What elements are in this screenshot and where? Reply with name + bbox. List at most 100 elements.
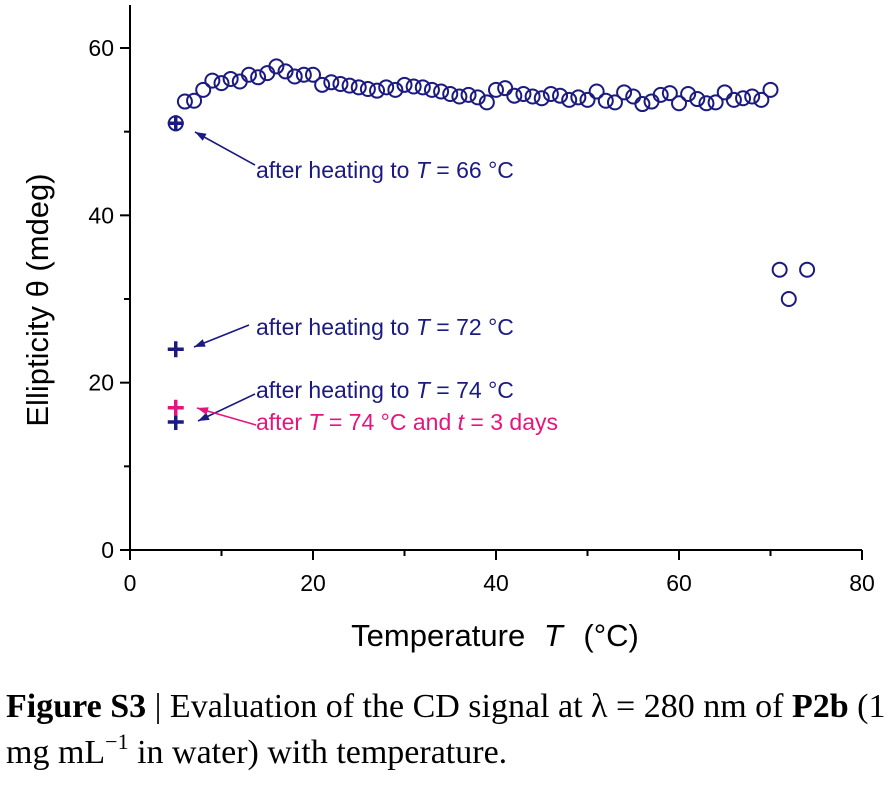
data-point [387,81,404,98]
plus-marker [167,115,184,132]
x-axis-label: Temperature T (°C) [351,618,639,653]
data-point [195,81,212,98]
annotation-arrowhead [194,339,206,347]
annotation-prefix: after [256,409,308,435]
data-point [652,86,669,103]
tick-labels: 0 20 40 60 80 0 20 40 60 [88,35,874,596]
data-point [268,58,285,75]
annotation-symbol: T [416,157,432,183]
data-point [588,83,605,100]
data-point [552,87,569,104]
data-point [771,261,788,278]
data-point [176,93,193,110]
data-point [616,84,633,101]
caption-text-3: in water) with temperature. [128,734,508,771]
annotation-label: after heating to T = 66 °C [256,157,514,183]
data-point [451,88,468,105]
data-point [698,95,715,112]
data-point [625,88,642,105]
data-point [323,74,340,91]
data-point [442,86,459,103]
data-point [213,75,230,92]
data-point [680,86,697,103]
plus-marker [167,341,184,358]
data-point [423,81,440,98]
data-point [533,90,550,107]
x-tick-label: 60 [666,570,692,596]
annotation-symbol: T [416,314,432,340]
data-point [314,76,331,93]
data-point [689,91,706,108]
data-point [341,77,358,94]
y-tick-label: 60 [88,35,114,61]
data-point [295,66,312,83]
data-point [707,94,724,111]
annotation-prefix: after heating to [256,377,416,403]
annotation-label: after heating to T = 74 °C [256,377,514,403]
data-point [634,96,651,113]
data-point [735,90,752,107]
data-point [542,86,559,103]
data-point [204,72,221,89]
data-point [469,89,486,106]
data-point [606,94,623,111]
axes [120,5,863,560]
data-point [488,81,504,98]
annotation-arrowhead [195,132,207,141]
x-axis-label-symbol: T [544,618,565,653]
data-point [350,79,367,96]
annotation-prefix: after heating to [256,157,416,183]
data-point [222,70,239,87]
annotation-arrowhead [198,412,210,421]
data-point [780,291,797,307]
annotation-arrow-line [194,131,256,166]
annotation-symbol: T [308,409,324,435]
y-axis-label: Ellipticity θ (mdeg) [20,173,55,426]
data-marks [167,58,816,430]
y-tick-label: 40 [88,202,114,228]
data-point [332,75,349,92]
data-point [716,84,733,101]
x-axis-label-text: Temperature [351,618,525,653]
data-point [359,80,376,97]
annotation-suffix: = 72 °C [430,314,514,340]
data-point [561,91,578,108]
data-point [497,80,514,97]
data-point [744,88,761,105]
annotation-suffix2: = 3 days [464,409,558,435]
y-tick-label: 0 [101,537,114,563]
data-point [277,63,294,80]
annotation-suffix: = 66 °C [430,157,514,183]
annotation-suffix: = 74 °C and [322,409,457,435]
x-tick-label: 0 [124,570,137,596]
plus-marker [167,413,184,430]
cd-chart: 0 20 40 60 80 0 20 40 60 after heating to T = 66… [20,5,875,653]
caption-compound: P2b [791,688,849,725]
data-point [250,69,267,86]
x-tick-label: 80 [849,570,875,596]
annotation-symbol2: t [458,409,466,435]
annotation-prefix: after heating to [256,314,416,340]
data-point [579,91,596,108]
annotation-arrowhead [197,407,209,415]
data-point [671,95,687,112]
data-point [597,92,614,109]
data-point [378,79,395,96]
x-tick-label: 20 [300,570,326,596]
data-point [515,86,532,103]
data-point [762,81,779,98]
data-point [405,78,422,95]
annotation-label: after heating to T = 72 °C [256,314,514,340]
data-point [414,79,431,96]
data-point [506,87,523,104]
caption-label: Figure S3 [6,688,147,725]
x-tick-label: 40 [483,570,509,596]
caption-separator: | [146,688,170,725]
data-point [433,83,450,100]
annotation-suffix: = 74 °C [430,377,514,403]
annotation-symbol: T [416,377,432,403]
plus-marker [167,399,184,416]
y-tick-label: 20 [88,370,114,396]
caption-text-1: Evaluation of the CD signal at λ = 280 n… [169,688,792,725]
